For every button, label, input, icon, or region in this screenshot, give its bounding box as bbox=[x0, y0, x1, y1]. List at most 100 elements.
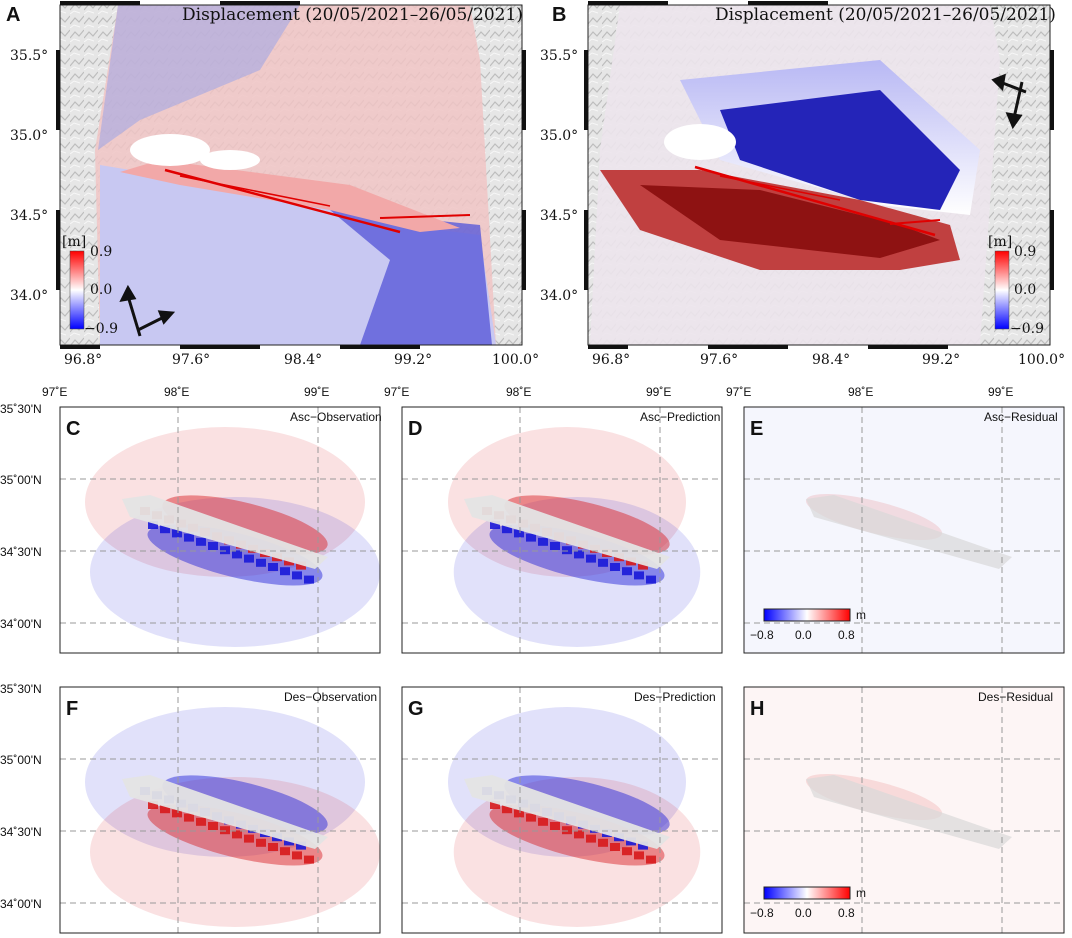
grid-panel-lobe bbox=[448, 427, 686, 577]
panel-g-title: Des−Prediction bbox=[634, 690, 716, 704]
panel-h-scale-unit: m bbox=[856, 886, 866, 900]
grid-panel-cell bbox=[574, 550, 584, 559]
grid-panel-lobe bbox=[85, 707, 365, 857]
grid-panel-cell bbox=[622, 567, 632, 576]
grid-lat-tick: 35˚00'N bbox=[0, 473, 42, 487]
panel-label-d: D bbox=[408, 418, 423, 440]
grid-panel-cell bbox=[296, 841, 306, 850]
grid-panel-cell bbox=[538, 537, 548, 546]
panel-b-colorbar bbox=[994, 250, 1010, 330]
grid-panel-cell bbox=[280, 567, 290, 576]
grid-lat-tick: 34˚30'N bbox=[0, 825, 42, 839]
residual-scale-bar bbox=[763, 886, 851, 900]
panel-a-colorbar-min: −0.9 bbox=[84, 321, 118, 337]
grid-panel-cell bbox=[598, 558, 608, 567]
panel-a-lon-tick: 99.2° bbox=[394, 352, 433, 368]
grid-panel-cell bbox=[160, 525, 170, 534]
panel-label-h: H bbox=[750, 698, 765, 720]
panel-a-colorbar-mid: 0.0 bbox=[90, 282, 113, 298]
panel-e-scale-max: 0.8 bbox=[838, 628, 855, 642]
grid-panel-frame bbox=[59, 406, 381, 654]
grid-panel-frame bbox=[743, 686, 1065, 934]
grid-panel-cell bbox=[232, 830, 242, 839]
grid-panels bbox=[59, 406, 1065, 934]
panel-b-colorbar-min: −0.9 bbox=[1010, 321, 1044, 337]
grid-panel-cell bbox=[646, 575, 656, 584]
grid-panel-cell bbox=[184, 813, 194, 822]
grid-panel-cell bbox=[538, 817, 548, 826]
panel-b-lat-tick: 35.0° bbox=[540, 128, 579, 144]
panel-label-f: F bbox=[66, 698, 79, 720]
grid-panel-cell bbox=[148, 801, 158, 809]
grid-panel-lobe bbox=[504, 495, 670, 555]
panel-a-map bbox=[60, 5, 522, 345]
panel-h-title: Des−Residual bbox=[978, 690, 1054, 704]
grid-panel-frame bbox=[59, 686, 381, 934]
grid-panel-mask bbox=[122, 775, 328, 849]
grid-panel-cell bbox=[586, 834, 596, 843]
panel-a-lon-tick: 97.6° bbox=[172, 352, 211, 368]
panel-label-e: E bbox=[750, 418, 764, 440]
panel-b-title: Displacement (20/05/2021–26/05/2021) bbox=[715, 5, 1056, 25]
grid-panel-cell bbox=[184, 533, 194, 542]
grid-panel-cell bbox=[256, 838, 266, 847]
grid-panel-cell bbox=[292, 851, 302, 860]
panel-a-lat-tick: 35.5° bbox=[10, 48, 49, 64]
grid-panel-cell bbox=[646, 855, 656, 864]
grid-panel-lobe bbox=[448, 707, 686, 857]
grid-panel-cell bbox=[160, 805, 170, 814]
grid-panel-cell bbox=[638, 561, 648, 570]
panel-b-colorbar-max: 0.9 bbox=[1014, 244, 1037, 260]
panel-a-colorbar-max: 0.9 bbox=[90, 244, 113, 260]
grid-panel-cell bbox=[256, 558, 266, 567]
grid-panel-cell bbox=[490, 801, 500, 809]
grid-lon-tick: 99˚E bbox=[304, 385, 330, 399]
grid-panel-cell bbox=[208, 822, 218, 830]
grid-panel-cell bbox=[196, 537, 206, 546]
grid-panel-cell bbox=[244, 554, 254, 563]
panel-h-scale-max: 0.8 bbox=[838, 906, 855, 920]
grid-lon-tick: 98˚E bbox=[506, 385, 532, 399]
grid-panel-cell bbox=[610, 843, 620, 851]
grid-panel-cell bbox=[638, 841, 648, 850]
panel-b-colorbar-mid: 0.0 bbox=[1014, 282, 1037, 298]
panel-a-look-arrow bbox=[119, 284, 176, 337]
panel-a-colorbar bbox=[69, 250, 85, 330]
grid-panel-lobe bbox=[90, 777, 380, 927]
grid-panel-cell bbox=[610, 563, 620, 571]
grid-panel-mask bbox=[464, 495, 670, 569]
panel-a-lon-tick: 98.4° bbox=[284, 352, 323, 368]
grid-panel-cell bbox=[502, 525, 512, 534]
grid-panel-cell bbox=[574, 830, 584, 839]
grid-panel-mask bbox=[122, 495, 328, 569]
panel-b-colorbar-unit: [m] bbox=[988, 234, 1013, 250]
grid-panel-cell bbox=[526, 813, 536, 822]
panel-e-scale-mid: 0.0 bbox=[795, 628, 812, 642]
grid-panel-cell bbox=[232, 550, 242, 559]
panel-a-colorbar-unit: [m] bbox=[62, 234, 87, 250]
grid-panel-lobe bbox=[162, 775, 328, 835]
grid-panel-cell bbox=[220, 826, 230, 835]
grid-panel-lobe bbox=[90, 497, 380, 647]
grid-lon-tick: 97˚E bbox=[42, 385, 68, 399]
grid-panel-cell bbox=[562, 826, 572, 835]
panel-e-scale-min: −0.8 bbox=[750, 628, 774, 642]
grid-panel-cell bbox=[304, 855, 314, 864]
panel-b-map bbox=[588, 5, 1050, 345]
grid-panel-cell bbox=[598, 838, 608, 847]
grid-panel-cell bbox=[172, 809, 182, 818]
grid-panel-cell bbox=[268, 563, 278, 571]
grid-panel-cell bbox=[502, 805, 512, 814]
grid-panel-cell bbox=[208, 542, 218, 550]
panel-a-lat-tick: 34.5° bbox=[10, 208, 49, 224]
grid-lon-tick: 97˚E bbox=[726, 385, 752, 399]
grid-panel-lobe bbox=[162, 495, 328, 555]
panel-b-lon-tick: 98.4° bbox=[812, 352, 851, 368]
grid-panel-cell bbox=[268, 843, 278, 851]
panel-a-lon-tick: 100.0° bbox=[492, 352, 540, 368]
panel-b-look-arrow bbox=[991, 73, 1027, 130]
grid-panel-cell bbox=[196, 817, 206, 826]
panel-b-lon-tick: 99.2° bbox=[922, 352, 961, 368]
panel-b-lon-tick: 100.0° bbox=[1018, 352, 1066, 368]
